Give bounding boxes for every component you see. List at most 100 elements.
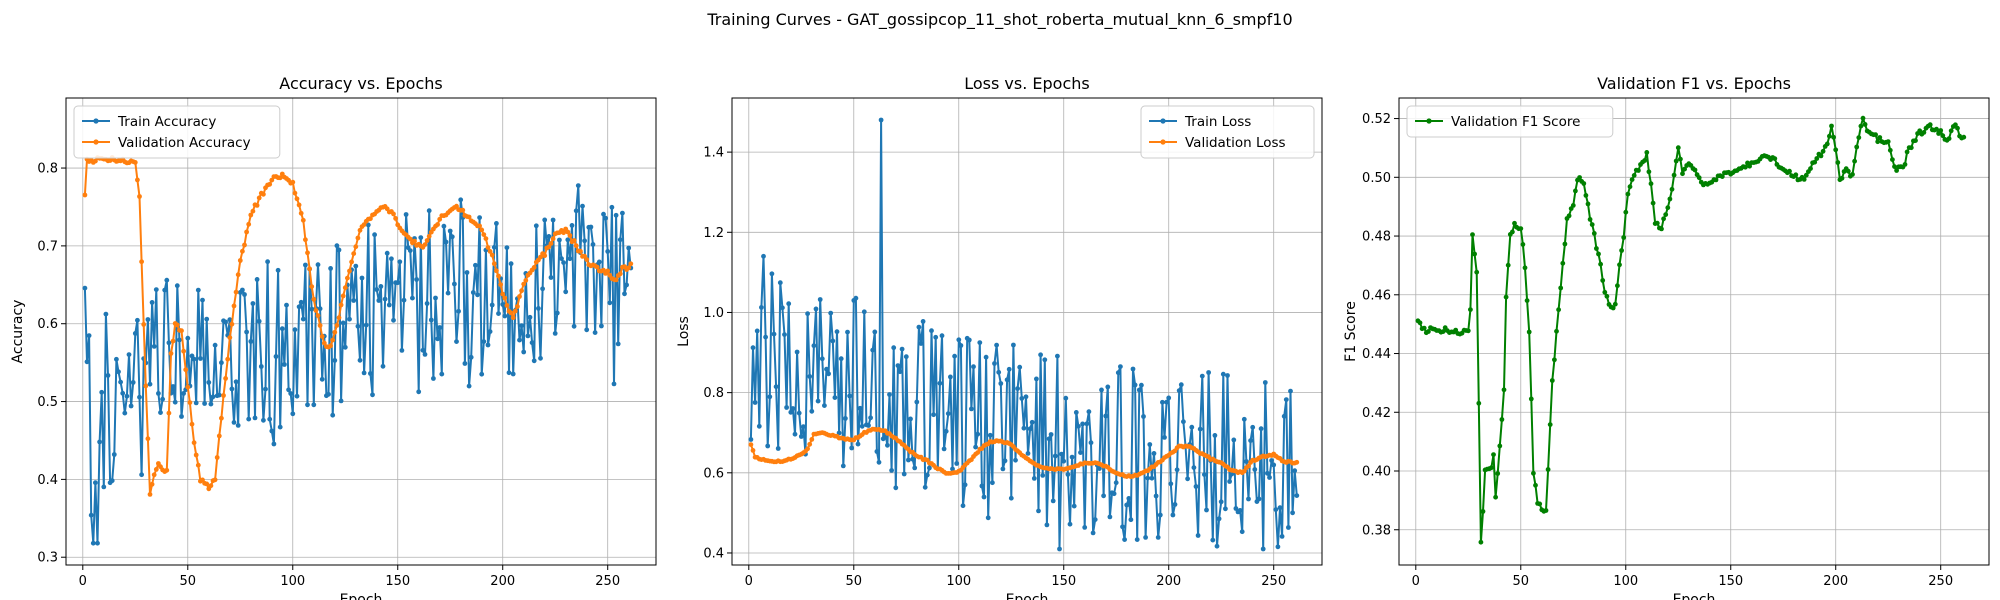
data-point — [1554, 328, 1559, 334]
data-point — [212, 342, 218, 348]
data-point — [912, 465, 918, 471]
data-point — [498, 282, 503, 287]
data-point — [141, 322, 147, 327]
data-point — [345, 275, 350, 281]
data-point — [195, 287, 201, 293]
data-point — [1860, 115, 1866, 121]
data-point — [542, 217, 548, 223]
data-point — [584, 327, 590, 333]
data-point — [1008, 495, 1014, 501]
data-point — [277, 175, 283, 181]
data-point — [240, 248, 245, 254]
data-point — [1046, 436, 1052, 442]
data-point — [132, 160, 138, 165]
data-point — [185, 335, 191, 341]
data-point — [920, 319, 926, 324]
data-point — [1526, 329, 1532, 335]
data-point — [1294, 459, 1300, 465]
data-point — [357, 357, 363, 363]
data-point — [1465, 328, 1471, 334]
data-point — [235, 423, 241, 428]
data-point — [1283, 397, 1289, 402]
data-point — [1252, 467, 1258, 472]
data-point — [855, 441, 861, 447]
data-point — [1277, 505, 1283, 511]
data-point — [508, 261, 514, 267]
data-point — [219, 360, 224, 366]
x-tick-label: 100 — [946, 574, 971, 589]
data-point — [559, 256, 564, 261]
data-point — [1520, 242, 1526, 247]
data-point — [309, 306, 315, 312]
data-point — [1115, 370, 1121, 376]
data-point — [1090, 530, 1096, 536]
data-point — [193, 400, 199, 406]
data-point — [1772, 156, 1778, 162]
legend-swatch-marker — [1160, 118, 1166, 124]
data-point — [987, 432, 993, 438]
data-point — [1862, 122, 1868, 127]
data-point — [943, 428, 949, 434]
legend-box — [1140, 105, 1315, 159]
data-point — [485, 342, 491, 348]
y-axis-label: Loss — [676, 316, 692, 347]
data-point — [809, 408, 815, 414]
data-point — [939, 333, 945, 339]
data-point — [1587, 217, 1593, 222]
data-point — [906, 457, 911, 463]
y-tick-label: 0.6 — [37, 317, 58, 332]
data-point — [550, 236, 556, 242]
data-point — [1927, 122, 1933, 128]
data-point — [1902, 162, 1908, 167]
data-point — [1202, 472, 1207, 477]
data-point — [908, 416, 913, 422]
data-point — [1281, 413, 1287, 419]
data-point — [321, 340, 327, 346]
data-point — [206, 380, 212, 385]
data-point — [311, 402, 317, 408]
data-point — [752, 400, 758, 405]
data-point — [1820, 148, 1826, 154]
x-tick-label: 200 — [1823, 574, 1848, 589]
data-point — [1160, 399, 1165, 405]
data-point — [246, 416, 252, 422]
data-point — [86, 333, 92, 338]
data-point — [1621, 235, 1627, 240]
data-point — [97, 439, 102, 445]
y-tick-label: 0.46 — [1362, 288, 1391, 303]
data-point — [489, 252, 495, 258]
data-point — [500, 302, 506, 307]
data-point — [195, 462, 201, 468]
data-point — [204, 481, 210, 487]
data-point — [374, 287, 380, 292]
data-point — [580, 203, 585, 209]
data-point — [1015, 386, 1020, 391]
data-point — [922, 484, 928, 490]
data-point — [109, 478, 115, 484]
data-point — [185, 384, 191, 390]
data-point — [1113, 480, 1119, 486]
data-point — [1669, 186, 1675, 192]
data-point — [1873, 132, 1878, 138]
data-point — [1522, 265, 1528, 271]
data-point — [1875, 139, 1881, 145]
data-point — [1549, 378, 1555, 383]
data-point — [941, 446, 947, 452]
data-point — [368, 216, 373, 222]
data-point — [90, 540, 96, 546]
data-point — [334, 243, 340, 249]
data-point — [1120, 524, 1125, 530]
data-point — [857, 405, 863, 411]
data-point — [1172, 502, 1178, 507]
data-point — [265, 259, 270, 265]
data-point — [269, 177, 275, 183]
data-point — [269, 428, 275, 434]
series-train-accuracy — [82, 183, 634, 546]
data-point — [416, 389, 422, 395]
data-point — [607, 300, 613, 306]
data-point — [1260, 546, 1266, 552]
data-point — [454, 203, 459, 209]
data-point — [353, 263, 359, 269]
data-point — [137, 194, 142, 199]
data-point — [517, 337, 522, 343]
